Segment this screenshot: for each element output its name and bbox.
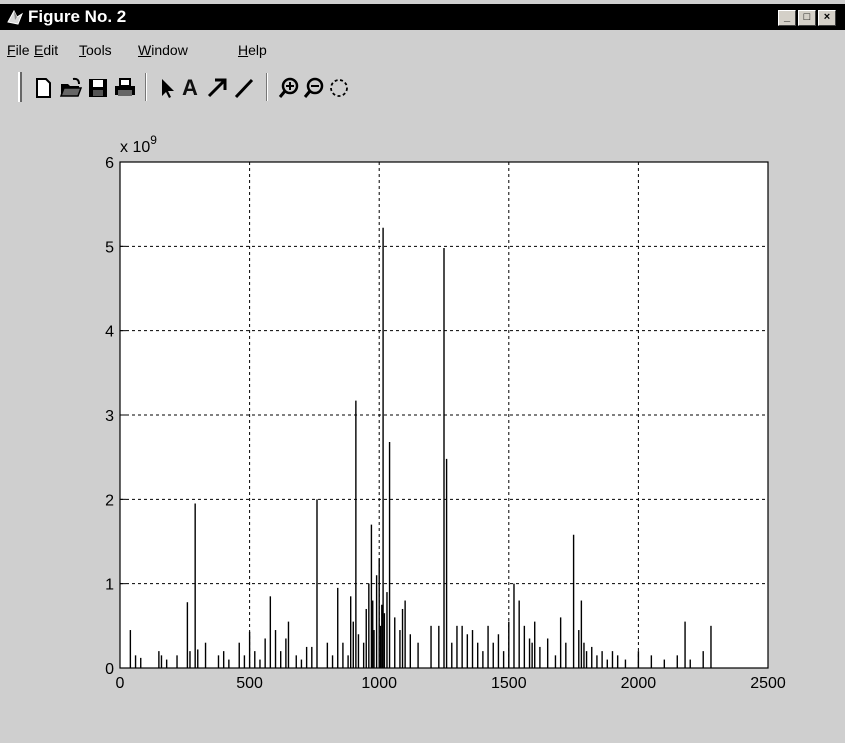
matlab-logo-icon bbox=[6, 8, 24, 26]
close-icon: × bbox=[823, 11, 831, 23]
close-button[interactable]: × bbox=[818, 10, 836, 26]
menu-window-mnemonic: W bbox=[138, 42, 152, 58]
save-icon[interactable] bbox=[86, 76, 110, 100]
menu-file-label: ile bbox=[15, 42, 30, 58]
insert-line-icon[interactable] bbox=[232, 76, 256, 100]
x-tick-label: 2000 bbox=[621, 675, 657, 692]
plot-axes[interactable]: 0 500 1000 1500 2000 2500 0 1 2 3 4 5 6 x 109 bbox=[0, 106, 845, 743]
menu-edit[interactable]: Edit bbox=[34, 42, 58, 58]
window-title: Figure No. 2 bbox=[28, 7, 127, 26]
figure-toolbar: A bbox=[0, 70, 845, 106]
toolbar-separator bbox=[145, 73, 147, 101]
y-tick-label: 5 bbox=[105, 239, 114, 256]
y-exponent-label: x 109 bbox=[120, 133, 157, 156]
y-tick-label: 2 bbox=[105, 492, 114, 509]
menu-help[interactable]: Help bbox=[238, 42, 267, 58]
y-tick-label: 1 bbox=[105, 577, 114, 594]
menu-window-label: indow bbox=[151, 42, 188, 58]
menu-bar: File Edit Tools Window Help bbox=[0, 38, 845, 62]
menu-file[interactable]: File bbox=[7, 42, 30, 58]
menu-tools[interactable]: Tools bbox=[79, 42, 112, 58]
title-bar[interactable]: Figure No. 2 _ □ × bbox=[0, 4, 845, 30]
insert-text-glyph: A bbox=[182, 75, 198, 100]
x-tick-label: 1000 bbox=[361, 675, 397, 692]
menu-edit-label: dit bbox=[43, 42, 59, 58]
open-file-icon[interactable] bbox=[59, 76, 83, 100]
insert-text-icon[interactable]: A bbox=[178, 76, 202, 100]
toolbar-separator bbox=[266, 73, 268, 101]
maximize-button[interactable]: □ bbox=[798, 10, 816, 26]
minimize-button[interactable]: _ bbox=[778, 10, 796, 26]
menu-tools-mnemonic: T bbox=[79, 42, 86, 58]
insert-arrow-icon[interactable] bbox=[205, 76, 229, 100]
maximize-icon: □ bbox=[803, 11, 811, 23]
y-tick-label: 3 bbox=[105, 408, 114, 425]
menu-help-label: elp bbox=[248, 42, 267, 58]
x-tick-label: 0 bbox=[116, 675, 125, 692]
minimize-icon: _ bbox=[783, 11, 791, 23]
x-tick-label: 2500 bbox=[750, 675, 786, 692]
y-tick-label: 4 bbox=[105, 324, 114, 341]
print-icon[interactable] bbox=[113, 76, 137, 100]
figure-canvas: 0 500 1000 1500 2000 2500 0 1 2 3 4 5 6 x 109 bbox=[0, 106, 845, 743]
menu-edit-mnemonic: E bbox=[34, 42, 44, 58]
zoom-out-icon[interactable] bbox=[302, 76, 326, 100]
x-tick-label: 500 bbox=[236, 675, 263, 692]
y-tick-label: 0 bbox=[105, 661, 114, 678]
new-figure-icon[interactable] bbox=[31, 76, 55, 100]
menu-file-mnemonic: F bbox=[7, 42, 16, 58]
x-tick-label: 1500 bbox=[491, 675, 527, 692]
menu-help-mnemonic: H bbox=[238, 42, 249, 58]
zoom-in-icon[interactable] bbox=[277, 76, 301, 100]
menu-tools-label: ools bbox=[86, 42, 112, 58]
y-tick-label: 6 bbox=[105, 155, 114, 172]
toolbar-grip[interactable] bbox=[18, 72, 22, 102]
select-arrow-icon[interactable] bbox=[155, 76, 179, 100]
rotate-3d-icon[interactable] bbox=[327, 76, 351, 100]
menu-window[interactable]: Window bbox=[138, 42, 188, 58]
